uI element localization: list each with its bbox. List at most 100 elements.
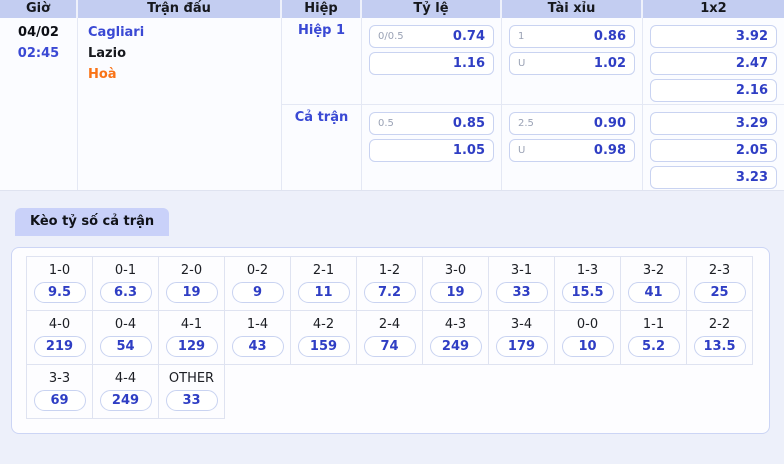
- score-odds-button[interactable]: 249: [99, 390, 152, 411]
- score-odds-button[interactable]: 33: [495, 282, 548, 303]
- odds-box[interactable]: U 1.02: [509, 52, 635, 75]
- home-team-link[interactable]: Cagliari: [88, 25, 145, 40]
- odds-box[interactable]: 2.5 0.90: [509, 112, 635, 135]
- odds-line-label: U: [518, 145, 526, 156]
- header-match: Trận đấu: [78, 0, 282, 18]
- score-label: 3-3: [48, 371, 71, 386]
- score-cell: 2-1 11: [290, 256, 357, 311]
- score-row: 4-0 219 0-4 54 4-1 129 1-4 43 4-2 159 2-4 74 4-3 249 3…: [26, 310, 769, 365]
- score-grid: 1-0 9.5 0-1 6.3 2-0 19 0-2 9 2-1 11 1-2 7.2 3-0 19 3-1…: [26, 256, 769, 419]
- odds-line-label: 0/0.5: [378, 31, 404, 42]
- odds-box[interactable]: U 0.98: [509, 139, 635, 162]
- odds-value: 1.16: [452, 56, 485, 71]
- score-label: 1-4: [246, 317, 269, 332]
- score-odds-button[interactable]: 6.3: [99, 282, 152, 303]
- score-cell: 3-4 179: [488, 310, 555, 365]
- odds-box[interactable]: 2.16: [650, 79, 777, 102]
- score-label: 0-1: [114, 263, 137, 278]
- score-cell: 3-0 19: [422, 256, 489, 311]
- tab-full-match-score[interactable]: Kèo tỷ số cả trận: [15, 208, 170, 236]
- score-odds-button[interactable]: 159: [297, 336, 350, 357]
- score-odds-button[interactable]: 219: [33, 336, 86, 357]
- score-label: 1-3: [576, 263, 599, 278]
- odds-box[interactable]: 0/0.5 0.74: [369, 25, 494, 48]
- score-cell: 3-2 41: [620, 256, 687, 311]
- score-odds-button[interactable]: 179: [495, 336, 548, 357]
- score-odds-button[interactable]: 9: [231, 282, 284, 303]
- score-label: 2-4: [378, 317, 401, 332]
- score-cell: 0-4 54: [92, 310, 159, 365]
- odds-value: 0.90: [593, 116, 626, 131]
- odds-box[interactable]: 0.5 0.85: [369, 112, 494, 135]
- score-label: 2-2: [708, 317, 731, 332]
- header-over-under: Tài xỉu: [502, 0, 643, 18]
- score-odds-button[interactable]: 43: [231, 336, 284, 357]
- odds-table-body: 04/02 02:45 Cagliari Lazio Hoà Hiệp 1 0/0…: [0, 18, 784, 190]
- odds-value: 0.74: [452, 29, 485, 44]
- score-odds-button[interactable]: 74: [363, 336, 416, 357]
- header-half: Hiệp: [282, 0, 362, 18]
- odds-box[interactable]: 1.16: [369, 52, 494, 75]
- score-odds-button[interactable]: 19: [165, 282, 218, 303]
- odds-line-label: 0.5: [378, 118, 394, 129]
- score-odds-button[interactable]: 19: [429, 282, 482, 303]
- score-odds-button[interactable]: 9.5: [33, 282, 86, 303]
- score-label: 2-1: [312, 263, 335, 278]
- score-odds-button[interactable]: 25: [693, 282, 746, 303]
- draw-label: Hoà: [88, 67, 117, 82]
- odds-box[interactable]: 3.92: [650, 25, 777, 48]
- odds-box[interactable]: 3.23: [650, 166, 777, 189]
- odds-table-header: Giờ Trận đấu Hiệp Tỷ lệ Tài xỉu 1x2: [0, 0, 784, 18]
- score-cell: 2-2 13.5: [686, 310, 753, 365]
- time-cell: 04/02 02:45: [0, 18, 78, 190]
- over-under-column: 1 0.86 U 1.02: [502, 18, 643, 104]
- score-label: 1-2: [378, 263, 401, 278]
- score-odds-button[interactable]: 7.2: [363, 282, 416, 303]
- score-cell: 4-4 249: [92, 364, 159, 419]
- score-row: 1-0 9.5 0-1 6.3 2-0 19 0-2 9 2-1 11 1-2 7.2 3-0 19 3-1…: [26, 256, 769, 311]
- score-label: 4-0: [48, 317, 71, 332]
- odds-value: 0.86: [593, 29, 626, 44]
- odds-line-label: U: [518, 58, 526, 69]
- odds-box[interactable]: 1 0.86: [509, 25, 635, 48]
- section-label: Hiệp 1: [282, 18, 362, 104]
- score-odds-button[interactable]: 249: [429, 336, 482, 357]
- odds-box[interactable]: 3.29: [650, 112, 777, 135]
- odds-value: 3.23: [735, 170, 768, 185]
- odds-sections: Hiệp 1 0/0.5 0.74 1.16 1 0.86 U 1.02 3.92 2.47 2.1…: [282, 18, 784, 190]
- odds-value: 1.05: [452, 143, 485, 158]
- score-odds-button[interactable]: 33: [165, 390, 218, 411]
- header-handicap: Tỷ lệ: [362, 0, 502, 18]
- score-cell: 4-1 129: [158, 310, 225, 365]
- score-label: 4-1: [180, 317, 203, 332]
- score-cell: 1-0 9.5: [26, 256, 93, 311]
- odds-value: 3.29: [735, 116, 768, 131]
- score-label: OTHER: [168, 371, 215, 386]
- match-date: 04/02: [18, 25, 59, 40]
- odds-section: Cả trận 0.5 0.85 1.05 2.5 0.90 U 0.98 3.29 2.05 3.…: [282, 104, 784, 190]
- odds-box[interactable]: 2.47: [650, 52, 777, 75]
- score-odds-button[interactable]: 41: [627, 282, 680, 303]
- score-odds-button[interactable]: 11: [297, 282, 350, 303]
- odds-value: 1.02: [593, 56, 626, 71]
- score-label: 1-1: [642, 317, 665, 332]
- match-cell: Cagliari Lazio Hoà: [78, 18, 282, 190]
- score-odds-button[interactable]: 129: [165, 336, 218, 357]
- score-label: 3-2: [642, 263, 665, 278]
- score-cell: 4-3 249: [422, 310, 489, 365]
- score-label: 4-4: [114, 371, 137, 386]
- score-cell: 4-2 159: [290, 310, 357, 365]
- match-odds-table: Giờ Trận đấu Hiệp Tỷ lệ Tài xỉu 1x2 04/0…: [0, 0, 784, 191]
- score-label: 4-2: [312, 317, 335, 332]
- score-odds-button[interactable]: 15.5: [561, 282, 614, 303]
- score-odds-button[interactable]: 13.5: [693, 336, 746, 357]
- score-odds-button[interactable]: 5.2: [627, 336, 680, 357]
- score-odds-button[interactable]: 54: [99, 336, 152, 357]
- odds-box[interactable]: 2.05: [650, 139, 777, 162]
- odds-line-label: 1: [518, 31, 525, 42]
- odds-box[interactable]: 1.05: [369, 139, 494, 162]
- score-odds-button[interactable]: 10: [561, 336, 614, 357]
- handicap-column: 0.5 0.85 1.05: [362, 105, 502, 190]
- score-odds-button[interactable]: 69: [33, 390, 86, 411]
- away-team: Lazio: [88, 46, 127, 61]
